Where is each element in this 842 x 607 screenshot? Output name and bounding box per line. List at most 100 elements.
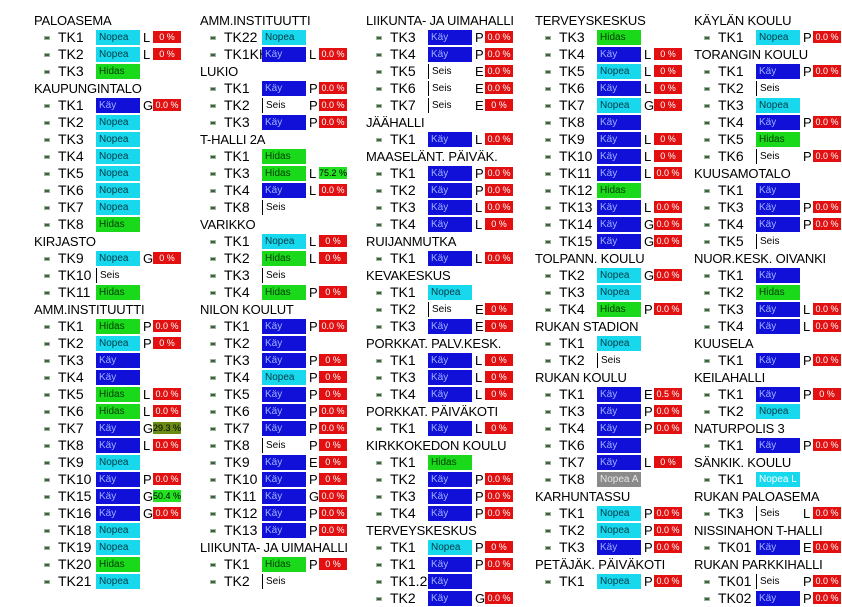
unit-row[interactable]: TK8 Hidas: [34, 216, 144, 233]
unit-row[interactable]: TK4 Käy: [34, 369, 144, 386]
unit-row[interactable]: TK2 Hidas L 0 %: [200, 250, 348, 267]
unit-row[interactable]: TK2 Seis P 0.0 %: [200, 97, 348, 114]
unit-row[interactable]: TK6 Käy: [535, 437, 665, 454]
unit-row[interactable]: TK1.2 Käy: [366, 573, 514, 590]
unit-row[interactable]: TK3 Käy P 0.0 %: [200, 114, 348, 131]
unit-row[interactable]: TK1 Nopea P 0.0 %: [535, 505, 682, 522]
unit-row[interactable]: TK6 Käy L 0 %: [535, 80, 682, 97]
unit-row[interactable]: TK7 Seis E 0 %: [366, 97, 514, 114]
unit-row[interactable]: TK3 Käy E 0 %: [366, 318, 514, 335]
unit-row[interactable]: TK3 Hidas: [34, 63, 144, 80]
unit-row[interactable]: TK1 Käy P 0.0 %: [694, 63, 841, 80]
unit-row[interactable]: TK5 Käy P 0 %: [200, 386, 348, 403]
unit-row[interactable]: TK5 Seis E 0.0 %: [366, 63, 514, 80]
unit-row[interactable]: TK8 Seis P 0 %: [200, 437, 348, 454]
unit-row[interactable]: TK1 Hidas: [200, 148, 348, 165]
unit-row[interactable]: TK2 Nopea L 0 %: [34, 46, 181, 63]
unit-row[interactable]: TK4 Käy P 0.0 %: [694, 114, 841, 131]
unit-row[interactable]: TK1 Nopea P 0.0 %: [535, 573, 682, 590]
unit-row[interactable]: TK9 Käy L 0 %: [535, 131, 682, 148]
unit-row[interactable]: TK2 Seis: [694, 80, 826, 97]
unit-row[interactable]: TK1 Nopea L 0 %: [34, 29, 181, 46]
unit-row[interactable]: TK1 Käy L 0.0 %: [366, 131, 514, 148]
unit-row[interactable]: TK1 Käy P 0.0 %: [366, 556, 514, 573]
unit-row[interactable]: TK3 Nopea: [34, 131, 144, 148]
unit-row[interactable]: TK1 Hidas P 0 %: [200, 556, 348, 573]
unit-row[interactable]: TK1 Käy L 0 %: [366, 420, 514, 437]
unit-row[interactable]: TK2 Seis: [200, 573, 348, 590]
unit-row[interactable]: TK1 Nopea: [366, 284, 514, 301]
unit-row[interactable]: TK7 Nopea: [34, 199, 144, 216]
unit-row[interactable]: TK2 Käy P 0.0 %: [366, 182, 514, 199]
unit-row[interactable]: TK8 Käy L 0.0 %: [34, 437, 181, 454]
unit-row[interactable]: TK9 Käy E 0 %: [200, 454, 348, 471]
unit-row[interactable]: TK10 Käy L 0 %: [535, 148, 682, 165]
unit-row[interactable]: TK5 Hidas L 0.0 %: [34, 386, 181, 403]
unit-row[interactable]: TK11 Hidas: [34, 284, 144, 301]
unit-row[interactable]: TK3 Seis: [200, 267, 348, 284]
unit-row[interactable]: TK1 Käy: [694, 267, 826, 284]
unit-row[interactable]: TK19 Nopea: [34, 539, 144, 556]
unit-row[interactable]: TK3 Käy L 0.0 %: [366, 199, 514, 216]
unit-row[interactable]: TK01 Käy E 0.0 %: [694, 539, 841, 556]
unit-row[interactable]: TK4 Käy L 0 %: [366, 386, 514, 403]
unit-row[interactable]: TK3 Nopea: [694, 97, 826, 114]
unit-row[interactable]: TK3 Käy P 0.0 %: [535, 403, 682, 420]
unit-row[interactable]: TK4 Käy L 0.0 %: [200, 182, 348, 199]
unit-row[interactable]: TK1 Käy L 0.0 %: [366, 250, 514, 267]
unit-row[interactable]: TK7 Nopea G 0 %: [535, 97, 682, 114]
unit-row[interactable]: TK3 Seis L 0.0 %: [694, 505, 841, 522]
unit-row[interactable]: TK4 Käy L 0.0 %: [694, 318, 841, 335]
unit-row[interactable]: TK2 Nopea: [34, 114, 144, 131]
unit-row[interactable]: TK1 Käy L 0 %: [366, 352, 514, 369]
unit-row[interactable]: TK02 Käy P 0.0 %: [694, 590, 841, 607]
unit-row[interactable]: TK2 Nopea P 0.0 %: [535, 522, 682, 539]
unit-row[interactable]: TK01 Seis P 0.0 %: [694, 573, 841, 590]
unit-row[interactable]: TK22 Nopea: [200, 29, 348, 46]
unit-row[interactable]: TK1 Käy E 0.5 %: [535, 386, 682, 403]
unit-row[interactable]: TK3 Käy P 0.0 %: [366, 488, 514, 505]
unit-row[interactable]: TK2 Nopea G 0.0 %: [535, 267, 682, 284]
unit-row[interactable]: TK5 Nopea L 0 %: [535, 63, 682, 80]
unit-row[interactable]: TK4 Hidas P 0.0 %: [535, 301, 682, 318]
unit-row[interactable]: TK1KH Käy L 0.0 %: [200, 46, 348, 63]
unit-row[interactable]: TK5 Nopea: [34, 165, 144, 182]
unit-row[interactable]: TK4 Käy P 0.0 %: [694, 216, 841, 233]
unit-row[interactable]: TK8 Käy: [535, 114, 665, 131]
unit-row[interactable]: TK6 Nopea: [34, 182, 144, 199]
unit-row[interactable]: TK15 Käy G 0.0 %: [535, 233, 682, 250]
unit-row[interactable]: TK10 Käy P 0 %: [200, 471, 348, 488]
unit-row[interactable]: TK5 Seis: [694, 233, 826, 250]
unit-row[interactable]: TK2 Seis: [535, 352, 665, 369]
unit-row[interactable]: TK3 Käy: [34, 352, 144, 369]
unit-row[interactable]: TK1 Käy P 0.0 %: [366, 165, 514, 182]
unit-row[interactable]: TK3 Käy L 0 %: [366, 369, 514, 386]
unit-row[interactable]: TK3 Käy P 0.0 %: [366, 29, 514, 46]
unit-row[interactable]: TK15 Käy G 50.4 %: [34, 488, 181, 505]
unit-row[interactable]: TK6 Hidas L 0.0 %: [34, 403, 181, 420]
unit-row[interactable]: TK6 Seis E 0.0 %: [366, 80, 514, 97]
unit-row[interactable]: TK1 Käy P 0 %: [694, 386, 841, 403]
unit-row[interactable]: TK3 Hidas L 75.2 %: [200, 165, 348, 182]
unit-row[interactable]: TK6 Käy P 0.0 %: [200, 403, 348, 420]
unit-row[interactable]: TK1 Käy G 0.0 %: [34, 97, 181, 114]
unit-row[interactable]: TK8 Seis: [200, 199, 348, 216]
unit-row[interactable]: TK3 Hidas: [535, 29, 665, 46]
unit-row[interactable]: TK1 Nopea L 0 %: [200, 233, 348, 250]
unit-row[interactable]: TK13 Käy P 0.0 %: [200, 522, 348, 539]
unit-row[interactable]: TK1 Käy P 0.0 %: [200, 318, 348, 335]
unit-row[interactable]: TK4 Käy P 0.0 %: [535, 420, 682, 437]
unit-row[interactable]: TK1 Hidas P 0.0 %: [34, 318, 181, 335]
unit-row[interactable]: TK3 Nopea: [535, 284, 665, 301]
unit-row[interactable]: TK16 Käy G 0.0 %: [34, 505, 181, 522]
unit-row[interactable]: TK4 Käy P 0.0 %: [366, 505, 514, 522]
unit-row[interactable]: TK3 Käy P 0.0 %: [535, 539, 682, 556]
unit-row[interactable]: TK2 Käy: [200, 335, 348, 352]
unit-row[interactable]: TK4 Nopea P 0 %: [200, 369, 348, 386]
unit-row[interactable]: TK3 Käy L 0.0 %: [694, 301, 841, 318]
unit-row[interactable]: TK11 Käy G 0.0 %: [200, 488, 348, 505]
unit-row[interactable]: TK20 Hidas: [34, 556, 144, 573]
unit-row[interactable]: TK1 Käy: [694, 182, 826, 199]
unit-row[interactable]: TK1 Nopea P 0.0 %: [694, 29, 841, 46]
unit-row[interactable]: TK21 Nopea: [34, 573, 144, 590]
